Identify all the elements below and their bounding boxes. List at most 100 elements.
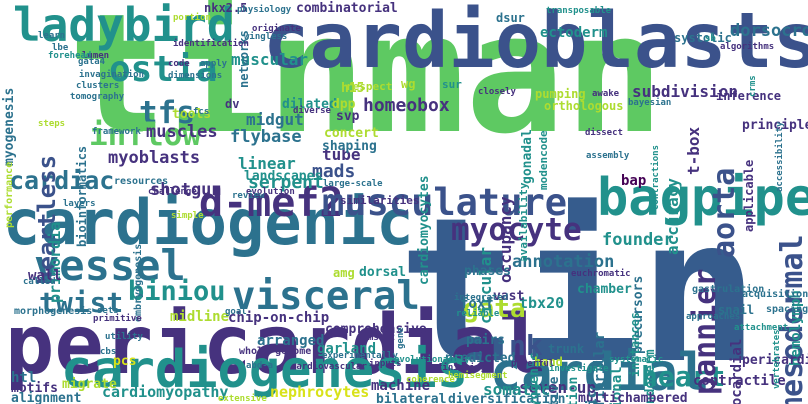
word-approaches: approaches (686, 312, 741, 322)
word-accuracy: accuracy (663, 177, 682, 255)
word-pumping: pumping (535, 87, 586, 101)
word-spacing: spacing (766, 304, 808, 315)
word-gastrulation: gastrulation (692, 284, 765, 295)
word-attachment: attachment (734, 323, 789, 333)
word-closely: closely (478, 87, 516, 97)
word-primordia: primordia (46, 221, 64, 303)
word-myocyte: myocyte (451, 212, 582, 248)
word-homeobox: homeobox (363, 95, 450, 116)
word-combinatorial: combinatorial (296, 1, 398, 16)
word-coherence: coherence (406, 375, 455, 385)
word-forehead: forehead (48, 51, 92, 61)
word-nephrocytes: nephrocytes (270, 383, 370, 401)
word-concert: concert (324, 126, 379, 141)
word-pericardin: pericardin (742, 353, 808, 368)
word-wall: wall (28, 268, 62, 284)
word-extensive: extensive (218, 394, 267, 404)
word-snail: snail (718, 303, 755, 317)
word-motifs: motifs (11, 381, 58, 396)
word-midline: midline (170, 309, 230, 325)
word-comprehensive: comprehensive (325, 322, 427, 337)
word-somatic: somatic (483, 380, 551, 399)
word-evolution: evolution (246, 187, 295, 197)
word-inductive: inductive (547, 377, 562, 404)
word-serpent: serpent (248, 172, 324, 193)
word-applicable: applicable (742, 159, 756, 232)
word-pairs: pairs (466, 333, 506, 348)
word-large-scale: large-scale (323, 179, 383, 189)
word-foxf: foxf (460, 296, 494, 312)
word-gata: gata (463, 294, 526, 324)
word-annotation: annotation (512, 252, 615, 272)
word-goal: goal (225, 307, 247, 317)
word-tbx20: tbx20 (519, 294, 565, 312)
word-chamber: chamber (577, 282, 632, 297)
word-tube: tube (322, 145, 361, 164)
word-fcs: fcs (193, 107, 210, 117)
word-invagination: invagination (79, 70, 145, 80)
word-gene: gene (396, 326, 406, 349)
word-biniou: biniou (128, 276, 226, 307)
word-t-box: t-box (684, 126, 703, 175)
word-svp: svp (336, 109, 360, 124)
word-visceral: visceral (232, 274, 420, 319)
word-linear: linear (238, 154, 296, 173)
word-primitive: primitive (93, 314, 142, 324)
word-amg: amg (333, 266, 355, 280)
word-dimensions: dimensions (168, 71, 223, 81)
word-tfs: tfs (139, 95, 195, 131)
word-pericardial: pericardial (5, 298, 549, 393)
word-challenge: challenge (148, 187, 197, 197)
word-garland: garland (317, 341, 377, 357)
word-heart: heart (641, 360, 726, 393)
word-awake: awake (592, 89, 620, 99)
word-steps: steps (38, 119, 66, 129)
word-wg: wg (401, 77, 416, 91)
word-nk: nk (509, 329, 543, 362)
word-similarities: similarities (340, 194, 420, 207)
word-wingless: wingless (244, 32, 288, 42)
word-ladybird: ladybird (13, 0, 235, 52)
word-sb: sb (705, 34, 716, 44)
word-bap: bap (621, 173, 647, 189)
word-sets: sets (97, 306, 119, 316)
word-gonadal: gonadal (520, 128, 535, 184)
word-vessel: vessel (34, 241, 186, 290)
word-pcs: pcs (113, 354, 137, 369)
word-ectoderm: ectoderm (540, 25, 608, 41)
word-orthologous: orthologous (544, 99, 624, 113)
word-vertebrates: vertebrates (772, 329, 782, 390)
word-htl: htl (11, 370, 37, 386)
word-apply: apply (200, 59, 228, 69)
word-originate: originate (252, 24, 301, 34)
word-tomography: tomography (70, 92, 125, 102)
word-alignment: alignment (11, 391, 82, 404)
word-dorsal: dorsal (359, 265, 406, 280)
word-embryogenesis: embryogenesis (133, 243, 144, 322)
word-trunk: trunk (548, 342, 585, 356)
word-dilated: dilated (282, 97, 337, 112)
word-shaping: shaping (322, 139, 377, 154)
word-midgut: midgut (246, 110, 304, 129)
word-diverse: diverse (293, 106, 331, 116)
word-sur: sur (442, 78, 462, 91)
word-myoblasts: myoblasts (108, 148, 201, 168)
word-decapentaplegic: decapentaplegic (585, 391, 600, 404)
word-performance: performance (4, 161, 15, 228)
word-migrate: migrate (62, 377, 117, 392)
word-resources: resources (114, 176, 169, 187)
word-myogenesis: myogenesis (2, 87, 17, 166)
word-inference: inference (716, 89, 782, 103)
word-morphogenesis: morphogenesis (14, 306, 93, 317)
word-twist: twist (39, 286, 124, 319)
word-vast: vast (493, 289, 525, 304)
word-bagpipe: bagpipe (597, 168, 808, 228)
word-clusters: clusters (76, 81, 120, 91)
word-cardiomyocytes: cardiomyocytes (417, 175, 432, 286)
word-systematic: systematic (609, 355, 664, 365)
word-cardioblasts: cardioblasts (263, 0, 808, 86)
word-founder: founder (602, 230, 674, 250)
word-cardiogenic: cardiogenic (3, 186, 414, 259)
word-utility: utility (105, 332, 143, 342)
word-hand: hand (534, 355, 563, 369)
